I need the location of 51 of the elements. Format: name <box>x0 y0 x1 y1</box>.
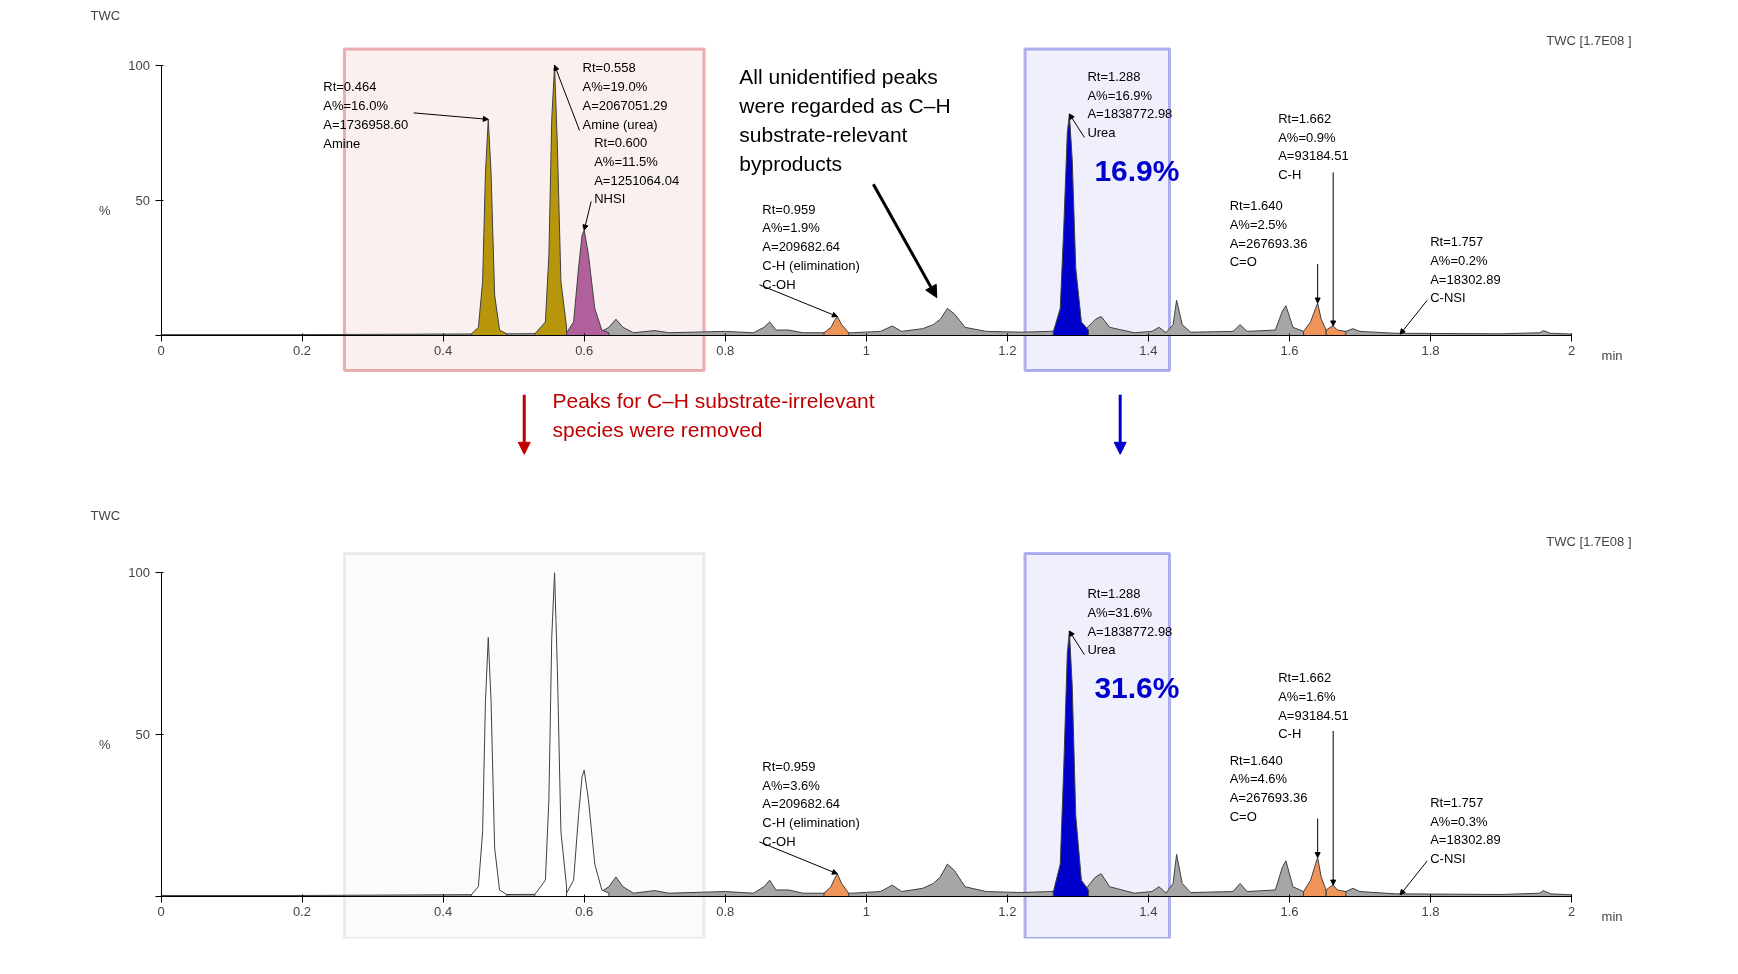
x-tick-label: 0.2 <box>293 904 312 920</box>
x-tick-label: 0.4 <box>434 343 453 359</box>
x-axis-title: min <box>1601 909 1623 925</box>
annotation: Rt=1.757 A%=0.2% A=18302.89 C-NSI <box>1430 234 1501 306</box>
x-tick-label: 0.6 <box>575 343 594 359</box>
x-tick-label: 1.4 <box>1139 343 1158 359</box>
chart-subtitle: TWC [1.7E08 ] <box>1546 533 1632 549</box>
x-tick-label: 1.6 <box>1280 904 1299 920</box>
annotation: 31.6% <box>1094 671 1180 705</box>
y-axis-title: % <box>99 737 112 753</box>
annotation: Rt=1.662 A%=0.9% A=93184.51 C-H <box>1278 110 1349 183</box>
y-axis-title: % <box>99 202 112 218</box>
annotation: Rt=1.640 A%=4.6% A=267693.36 C=O <box>1229 752 1308 824</box>
x-tick-label: 1.8 <box>1421 343 1440 359</box>
annotation: Rt=1.757 A%=0.3% A=18302.89 C-NSI <box>1430 794 1501 867</box>
y-tick-label: 50 <box>135 192 151 208</box>
x-tick-label: 0.2 <box>293 343 312 359</box>
x-tick-label: 0.6 <box>575 904 594 920</box>
x-tick-label: 1.6 <box>1280 343 1299 359</box>
chart-title: TWC <box>90 7 121 23</box>
x-axis-title: min <box>1601 348 1623 364</box>
x-tick-label: 1.8 <box>1421 904 1440 920</box>
x-tick-label: 1.2 <box>998 343 1017 359</box>
x-tick-label: 1.4 <box>1139 904 1158 920</box>
x-tick-label: 1 <box>862 343 870 359</box>
x-tick-label: 0 <box>157 904 165 920</box>
annotation: 16.9% <box>1094 153 1180 187</box>
x-tick-label: 0 <box>157 343 165 359</box>
annotation: Rt=1.662 A%=1.6% A=93184.51 C-H <box>1278 670 1349 742</box>
x-tick-label: 1 <box>862 904 870 920</box>
annotation: Rt=0.959 A%=3.6% A=209682.64 C-H (elimination) C-OH <box>762 758 860 849</box>
x-tick-label: 0.8 <box>716 343 735 359</box>
chart-subtitle: TWC [1.7E08 ] <box>1546 32 1632 48</box>
annotation: Rt=0.959 A%=1.9% A=209682.64 C-H (elimination) C-OH <box>762 201 860 292</box>
text: Peaks for C–H substrate-irrelevant species were removed <box>552 389 875 442</box>
x-tick-label: 2 <box>1567 904 1576 920</box>
y-tick-label: 50 <box>135 727 151 743</box>
annotation: Rt=1.640 A%=2.5% A=267693.36 C=O <box>1229 198 1308 270</box>
x-tick-label: 1.2 <box>998 904 1017 920</box>
annotation: Rt=0.600 A%=11.5% A=1251064.04 NHSI <box>594 135 680 207</box>
annotation: Rt=0.558 A%=19.0% A=2067051.29 Amine (urea) <box>582 60 668 132</box>
annotation: Rt=1.288 A%=16.9% A=1838772.98 Urea <box>1087 68 1173 141</box>
x-tick-label: 0.4 <box>434 904 453 920</box>
annotation: All unidentified peaks were regarded as C–H substrate-relevant byproducts <box>738 65 951 175</box>
y-tick-label: 100 <box>128 57 151 73</box>
chart-title: TWC <box>90 507 121 523</box>
x-tick-label: 2 <box>1567 343 1576 359</box>
annotation: Rt=0.464 A%=16.0% A=1736958.60 Amine <box>323 79 409 151</box>
annotation: Rt=1.288 A%=31.6% A=1838772.98 Urea <box>1087 586 1173 658</box>
y-tick-label: 100 <box>128 565 151 581</box>
x-tick-label: 0.8 <box>716 904 735 920</box>
